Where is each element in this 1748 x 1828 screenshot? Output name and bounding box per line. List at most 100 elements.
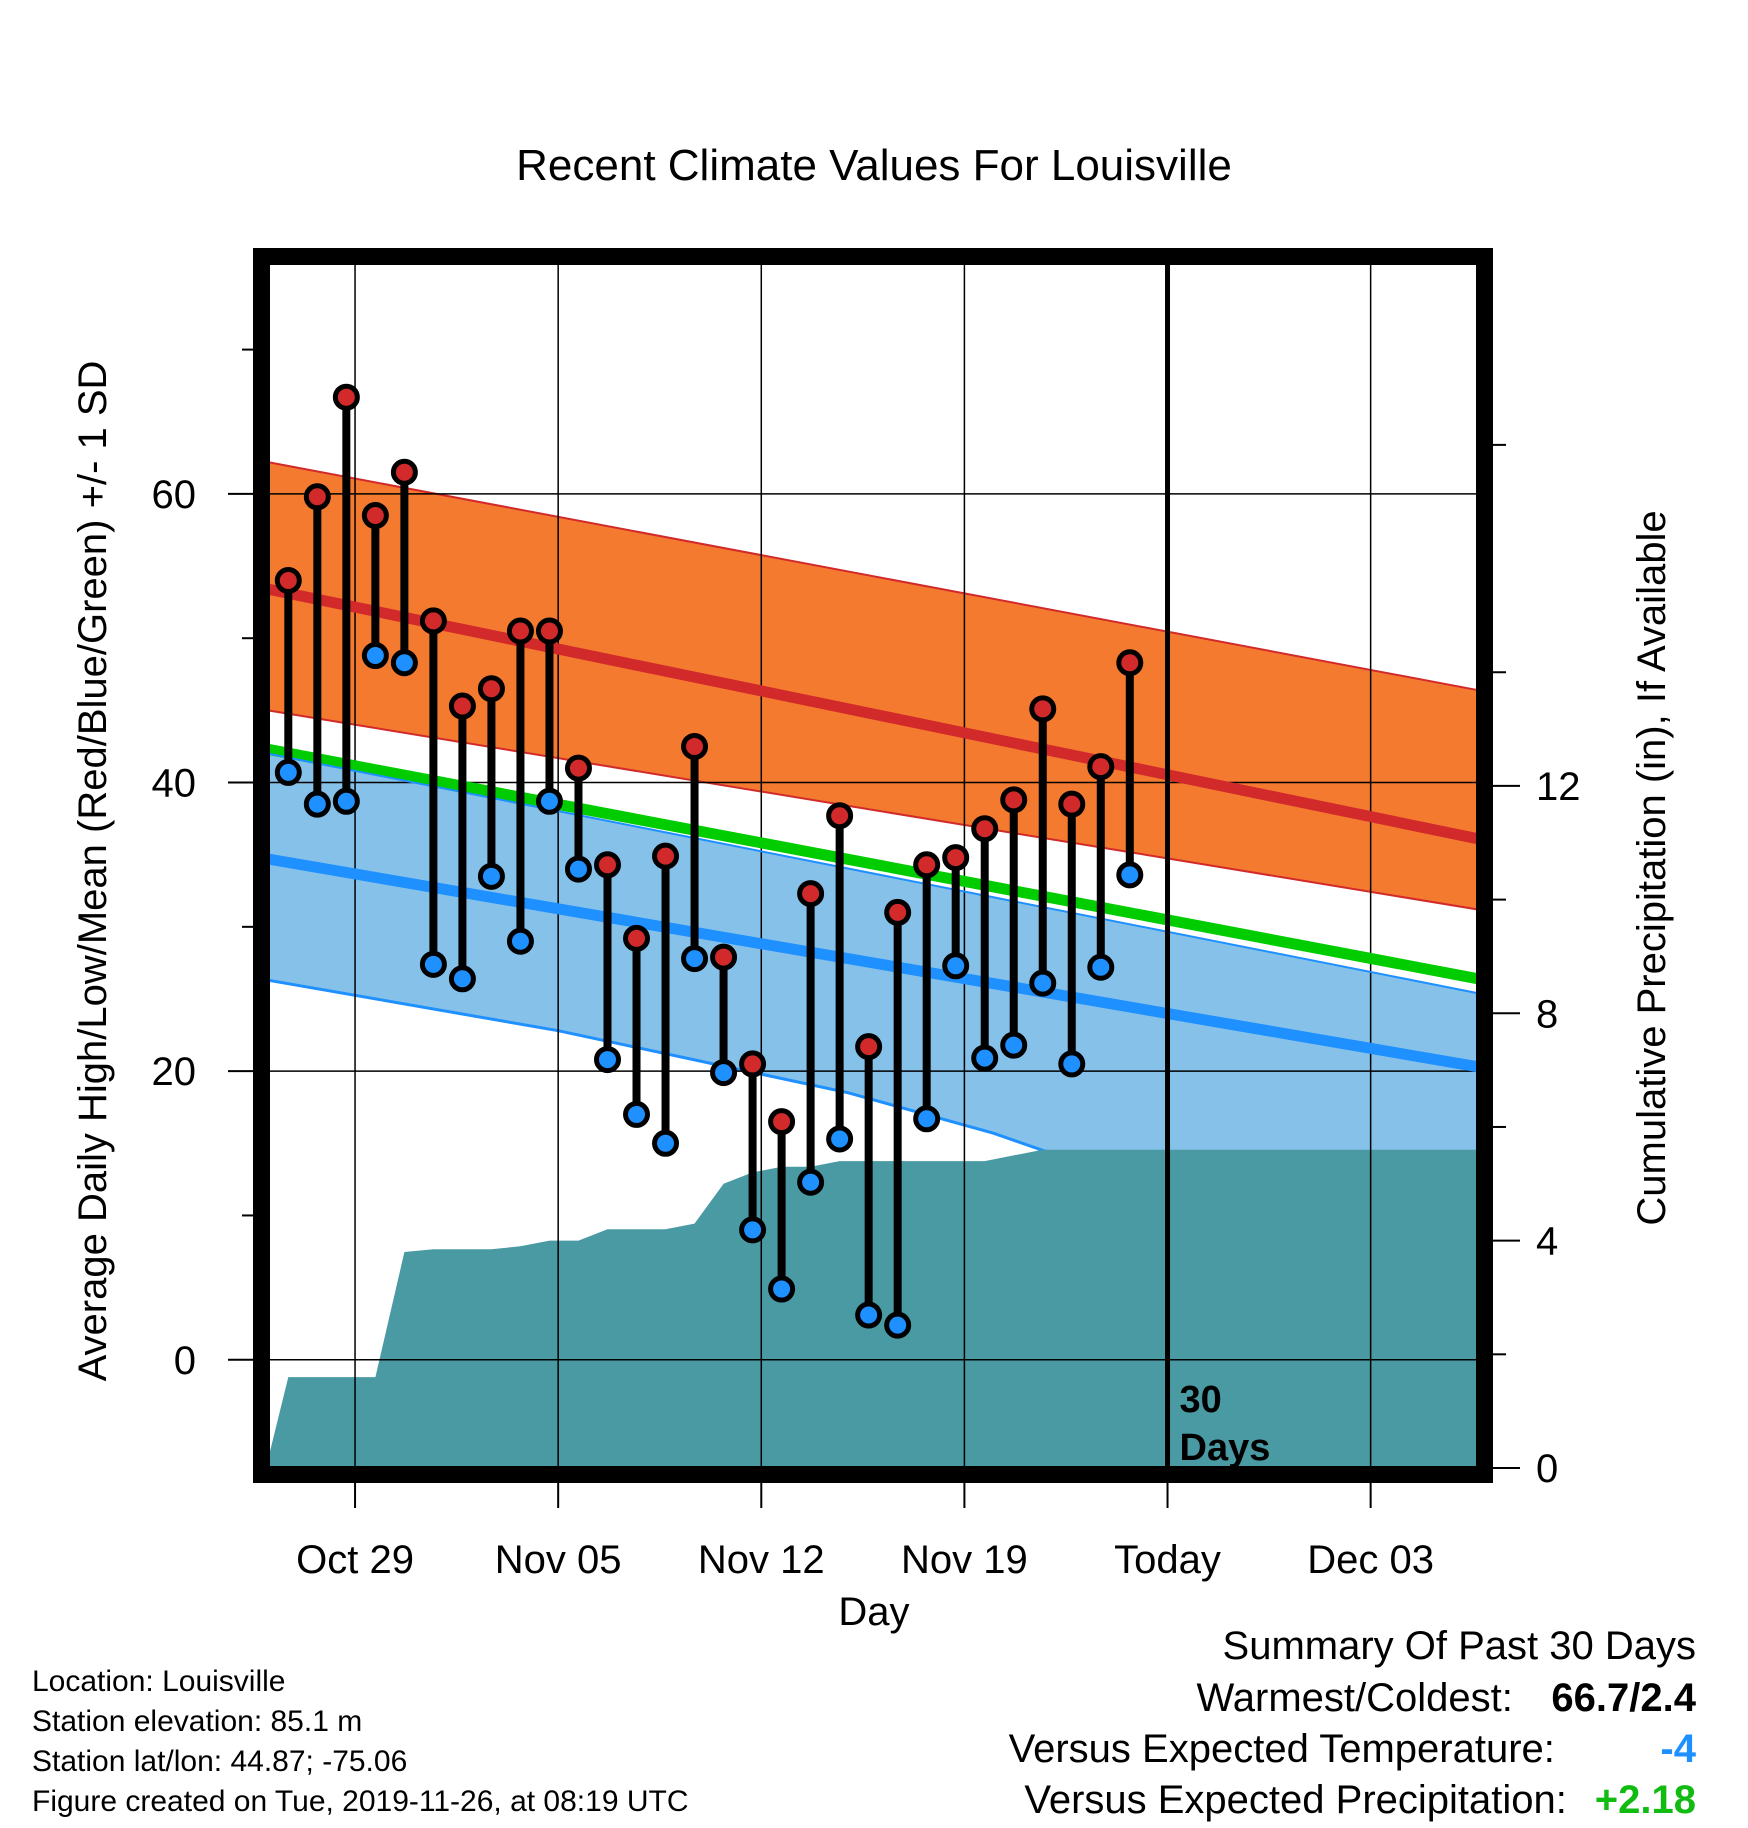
summary-temperature: Versus Expected Temperature: -4 [1009, 1727, 1696, 1772]
obs-high-marker-13 [652, 842, 680, 870]
obs-low-marker-21 [884, 1311, 912, 1339]
summary-warm-cold: Warmest/Coldest: 66.7/2.4 [1197, 1676, 1697, 1721]
mean-normal-line [266, 743, 1480, 985]
obs-low-marker-28 [1087, 953, 1115, 981]
y-tick-label-3: 60 [152, 473, 197, 517]
y2-tick-label-1: 4 [1536, 1220, 1558, 1264]
obs-high-marker-28 [1087, 753, 1115, 781]
meta-location: Location: Louisville [32, 1665, 286, 1698]
obs-low-marker-5 [419, 950, 447, 978]
obs-high-marker-14 [681, 732, 709, 760]
obs-high-marker-10 [564, 754, 592, 782]
obs-low-marker-6 [448, 965, 476, 993]
obs-high-marker-15 [710, 943, 738, 971]
obs-low-marker-23 [942, 952, 970, 980]
obs-low-marker-8 [506, 927, 534, 955]
summary-temp-label: Versus Expected Temperature: [1008, 1727, 1555, 1771]
summary-warm-cold-value: 66.7/2.4 [1551, 1676, 1696, 1720]
today-annotation-1: Days [1180, 1427, 1271, 1469]
obs-low-marker-3 [361, 642, 389, 670]
obs-high-marker-11 [593, 851, 621, 879]
plot-frame [253, 248, 1493, 1483]
summary-precipitation: Versus Expected Precipitation: +2.18 [1024, 1778, 1696, 1823]
obs-low-marker-15 [710, 1059, 738, 1087]
y2-tick-label-3: 12 [1536, 765, 1581, 809]
low-plus-sd-line [267, 752, 1479, 995]
obs-low-marker-9 [535, 787, 563, 815]
x-tick-label-0: Oct 29 [296, 1538, 414, 1582]
obs-high-marker-9 [535, 617, 563, 645]
obs-low-marker-10 [564, 855, 592, 883]
obs-low-marker-16 [739, 1216, 767, 1244]
obs-low-marker-7 [477, 862, 505, 890]
obs-low-marker-4 [390, 649, 418, 677]
meta-latlon: Station lat/lon: 44.87; -75.06 [32, 1745, 408, 1778]
obs-low-marker-22 [913, 1105, 941, 1133]
summary-precip-label: Versus Expected Precipitation: [1024, 1778, 1567, 1822]
obs-low-marker-19 [826, 1125, 854, 1153]
obs-high-marker-7 [477, 675, 505, 703]
obs-low-marker-12 [623, 1100, 651, 1128]
obs-high-marker-27 [1058, 790, 1086, 818]
obs-low-marker-14 [681, 945, 709, 973]
obs-low-marker-11 [593, 1046, 621, 1074]
y-axis-label: Average Daily High/Low/Mean (Red/Blue/Gr… [71, 361, 115, 1382]
high-normal-line [266, 583, 1480, 845]
chart-title: Recent Climate Values For Louisville [516, 141, 1232, 190]
summary-warm-cold-label: Warmest/Coldest: [1196, 1676, 1513, 1720]
obs-low-marker-29 [1116, 861, 1144, 889]
meta-created: Figure created on Tue, 2019-11-26, at 08… [32, 1785, 689, 1818]
obs-high-marker-22 [913, 851, 941, 879]
obs-high-marker-29 [1116, 649, 1144, 677]
obs-high-marker-17 [768, 1108, 796, 1136]
obs-low-marker-24 [971, 1044, 999, 1072]
obs-high-marker-8 [506, 617, 534, 645]
x-tick-label-3: Nov 19 [901, 1538, 1028, 1582]
x-tick-label-4: Today [1114, 1538, 1221, 1582]
obs-high-marker-20 [855, 1033, 883, 1061]
y2-tick-label-2: 8 [1536, 992, 1558, 1036]
y-tick-label-1: 20 [152, 1050, 197, 1094]
meta-elevation: Station elevation: 85.1 m [32, 1705, 363, 1738]
obs-high-marker-21 [884, 898, 912, 926]
obs-low-marker-27 [1058, 1050, 1086, 1078]
obs-high-marker-3 [361, 502, 389, 530]
obs-high-marker-16 [739, 1050, 767, 1078]
obs-high-marker-26 [1029, 695, 1057, 723]
today-annotation-0: 30 [1180, 1379, 1222, 1421]
obs-high-marker-12 [623, 924, 651, 952]
x-tick-label-2: Nov 12 [698, 1538, 825, 1582]
x-tick-label-1: Nov 05 [495, 1538, 622, 1582]
obs-high-marker-4 [390, 458, 418, 486]
obs-high-marker-24 [971, 815, 999, 843]
obs-low-marker-17 [768, 1275, 796, 1303]
obs-high-marker-1 [303, 483, 331, 511]
obs-low-marker-18 [797, 1168, 825, 1196]
y-tick-label-0: 0 [174, 1339, 196, 1383]
obs-high-marker-5 [419, 607, 447, 635]
obs-low-marker-25 [1000, 1031, 1028, 1059]
obs-low-marker-2 [332, 787, 360, 815]
obs-high-marker-2 [332, 383, 360, 411]
obs-high-marker-6 [448, 692, 476, 720]
obs-high-marker-19 [826, 802, 854, 830]
low-normal-line [267, 853, 1479, 1073]
y2-axis-label: Cumulative Precipitation (in), If Availa… [1630, 510, 1674, 1225]
obs-high-marker-23 [942, 844, 970, 872]
obs-low-marker-1 [303, 790, 331, 818]
obs-low-marker-20 [855, 1301, 883, 1329]
summary-heading: Summary Of Past 30 Days [1222, 1624, 1696, 1668]
obs-high-marker-0 [274, 566, 302, 594]
obs-high-marker-25 [1000, 786, 1028, 814]
summary-temp-value: -4 [1660, 1727, 1696, 1771]
obs-low-marker-0 [274, 758, 302, 786]
summary-precip-value: +2.18 [1594, 1778, 1696, 1822]
y-tick-label-2: 40 [152, 762, 197, 806]
y2-tick-label-0: 0 [1536, 1447, 1558, 1491]
obs-high-marker-18 [797, 880, 825, 908]
x-axis-label: Day [838, 1590, 909, 1634]
obs-low-marker-13 [652, 1129, 680, 1157]
obs-low-marker-26 [1029, 969, 1057, 997]
x-tick-label-5: Dec 03 [1307, 1538, 1434, 1582]
